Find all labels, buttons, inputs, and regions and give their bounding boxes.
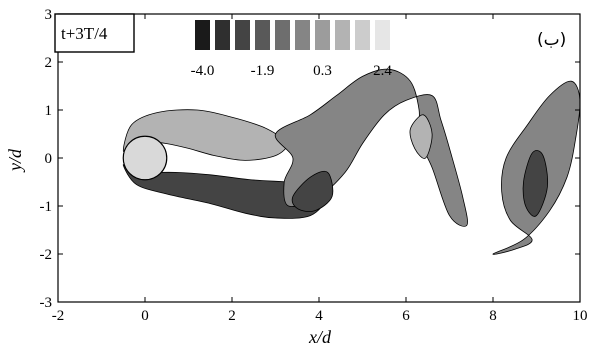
- legend-tick-label: -4.0: [191, 63, 215, 79]
- legend-tick-label: 2.4: [373, 63, 392, 79]
- y-tick-label: 3: [45, 7, 53, 23]
- x-tick-label: 4: [315, 308, 323, 324]
- legend-swatch: [275, 20, 290, 50]
- legend-tick-label: 0.3: [313, 63, 332, 79]
- x-tick-label: 10: [573, 308, 588, 324]
- legend-swatch: [355, 20, 370, 50]
- legend: -4.0 -1.9 0.3 2.4: [191, 20, 392, 79]
- legend-swatch: [335, 20, 350, 50]
- contour-regions: [122, 68, 581, 255]
- x-axis-title: x/d: [308, 327, 332, 347]
- x-tick-label: -2: [52, 308, 65, 324]
- x-tick-label: 8: [489, 308, 497, 324]
- x-tick-label: 2: [228, 308, 236, 324]
- time-label-box: t+3T/4: [54, 13, 135, 53]
- legend-swatch: [375, 20, 390, 50]
- y-tick-label: -1: [40, 199, 53, 215]
- y-axis-title: y/d: [5, 148, 25, 173]
- legend-swatch: [195, 20, 210, 50]
- contour-far-vortex-core: [522, 150, 549, 217]
- contour-upper-vortex-core: [409, 114, 433, 159]
- time-label: t+3T/4: [61, 24, 108, 43]
- y-tick-label: 2: [45, 55, 53, 71]
- y-tick-label: -2: [40, 247, 53, 263]
- panel-label: (ب): [537, 30, 566, 50]
- cylinder: [122, 135, 168, 181]
- y-tick-label: 1: [45, 103, 53, 119]
- legend-swatch: [315, 20, 330, 50]
- y-tick-label: -3: [40, 295, 53, 311]
- x-tick-label: 6: [402, 308, 410, 324]
- legend-swatch: [215, 20, 230, 50]
- contour-lower-vortex-core: [291, 170, 334, 213]
- y-tick-label: 0: [45, 151, 53, 167]
- legend-swatch: [235, 20, 250, 50]
- x-tick-label: 0: [141, 308, 149, 324]
- legend-swatch: [255, 20, 270, 50]
- legend-swatch: [295, 20, 310, 50]
- legend-tick-label: -1.9: [251, 63, 275, 79]
